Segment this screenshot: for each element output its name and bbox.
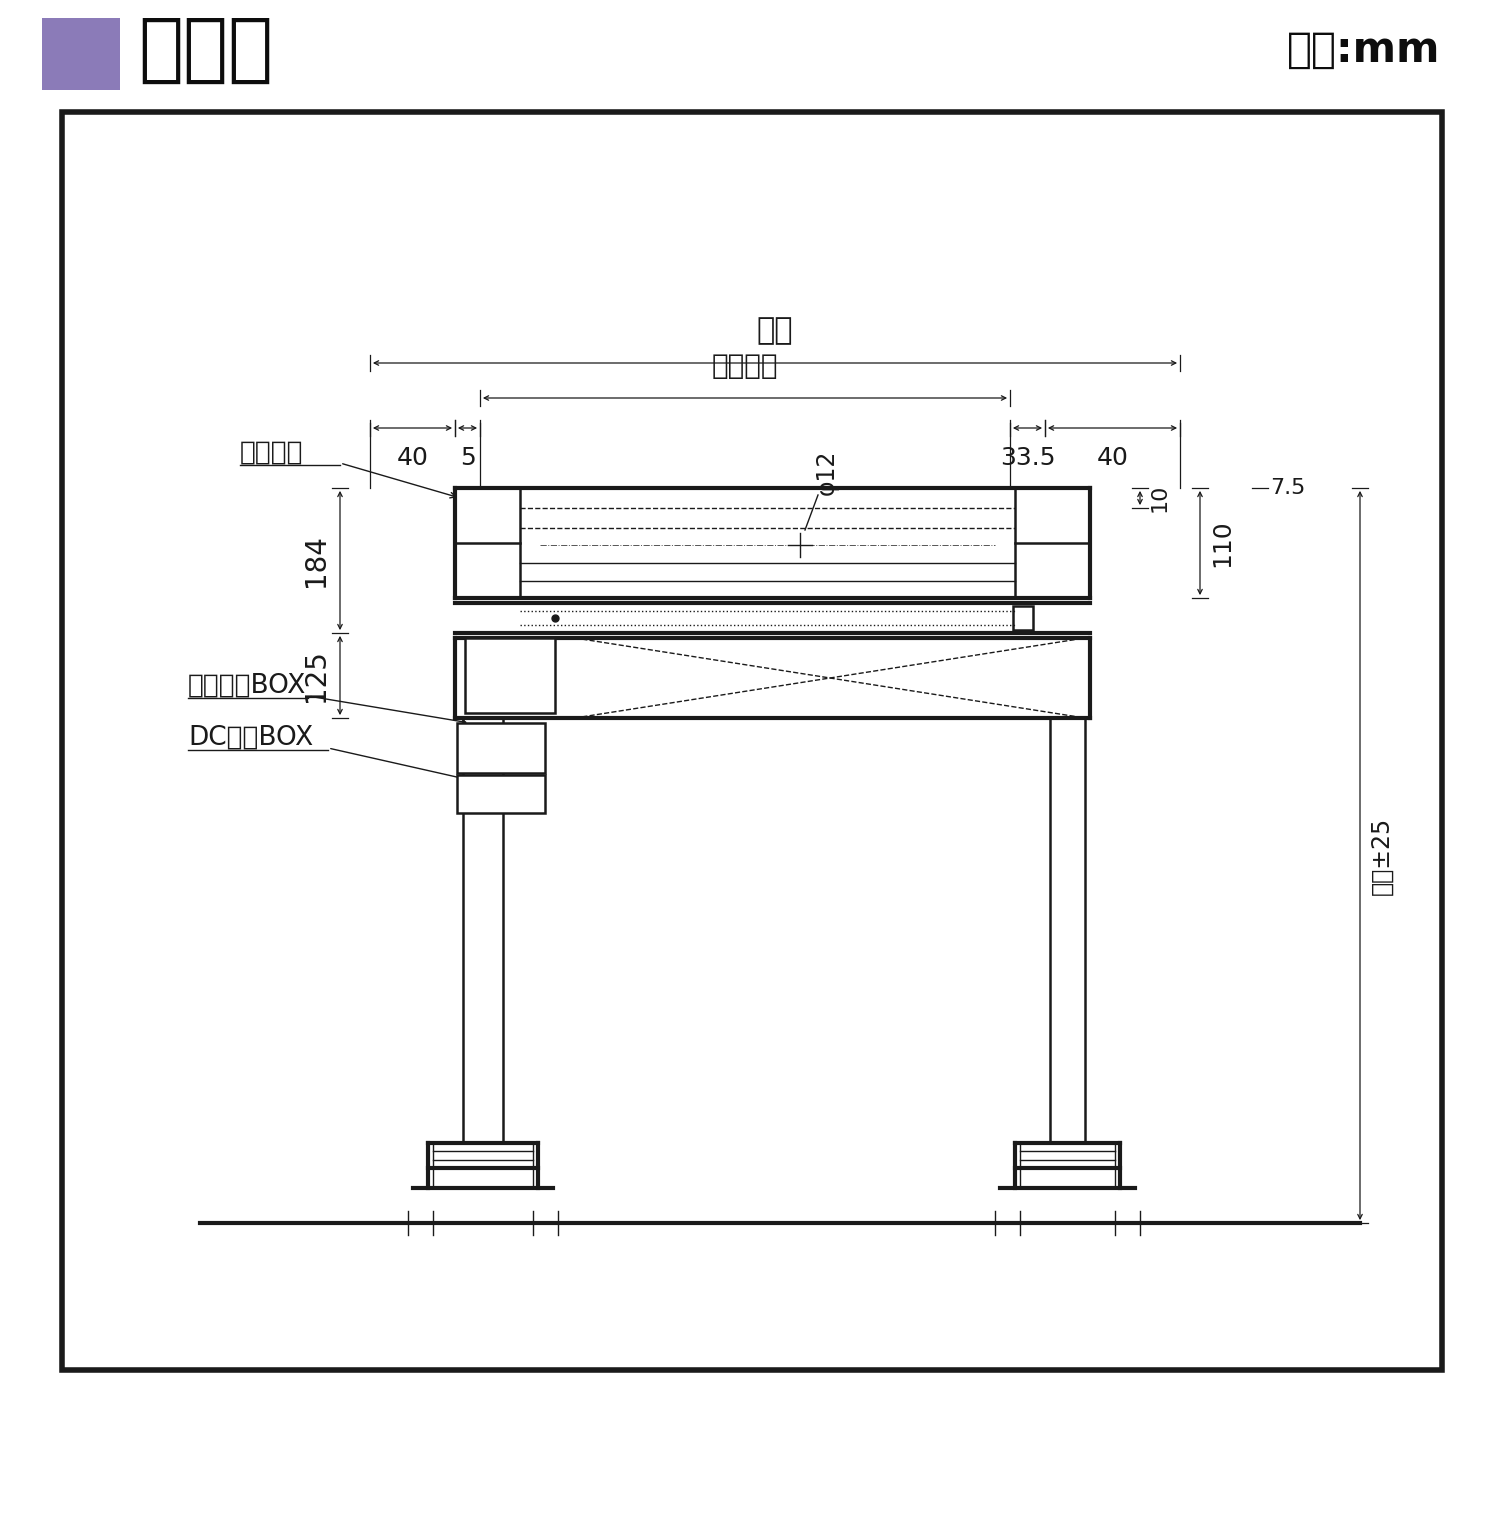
- Text: 184: 184: [302, 534, 330, 588]
- Text: ドライバ: ドライバ: [240, 440, 303, 466]
- Text: 110: 110: [1210, 520, 1234, 568]
- Text: スイッチBOX: スイッチBOX: [188, 674, 306, 698]
- Text: 10: 10: [1150, 484, 1170, 512]
- Text: 125: 125: [302, 649, 330, 701]
- Text: 7.5: 7.5: [1270, 478, 1305, 498]
- Bar: [458, 723, 544, 774]
- Text: 単位:mm: 単位:mm: [1287, 29, 1440, 71]
- Text: 40: 40: [396, 446, 429, 471]
- Bar: [42, 18, 120, 91]
- Bar: [465, 638, 555, 714]
- Text: 機高±25: 機高±25: [1370, 817, 1394, 895]
- Bar: [1013, 606, 1034, 631]
- Text: 33.5: 33.5: [999, 446, 1056, 471]
- Text: 5: 5: [459, 446, 476, 471]
- Text: DC電源BOX: DC電源BOX: [188, 724, 314, 751]
- Bar: [458, 775, 544, 814]
- Text: φ12: φ12: [815, 449, 839, 495]
- Text: ローラ幅: ローラ幅: [711, 352, 778, 380]
- Text: 断面図: 断面図: [138, 14, 273, 86]
- Bar: [62, 112, 1442, 1370]
- Text: 40: 40: [1096, 446, 1128, 471]
- Text: 機幅: 機幅: [756, 315, 794, 345]
